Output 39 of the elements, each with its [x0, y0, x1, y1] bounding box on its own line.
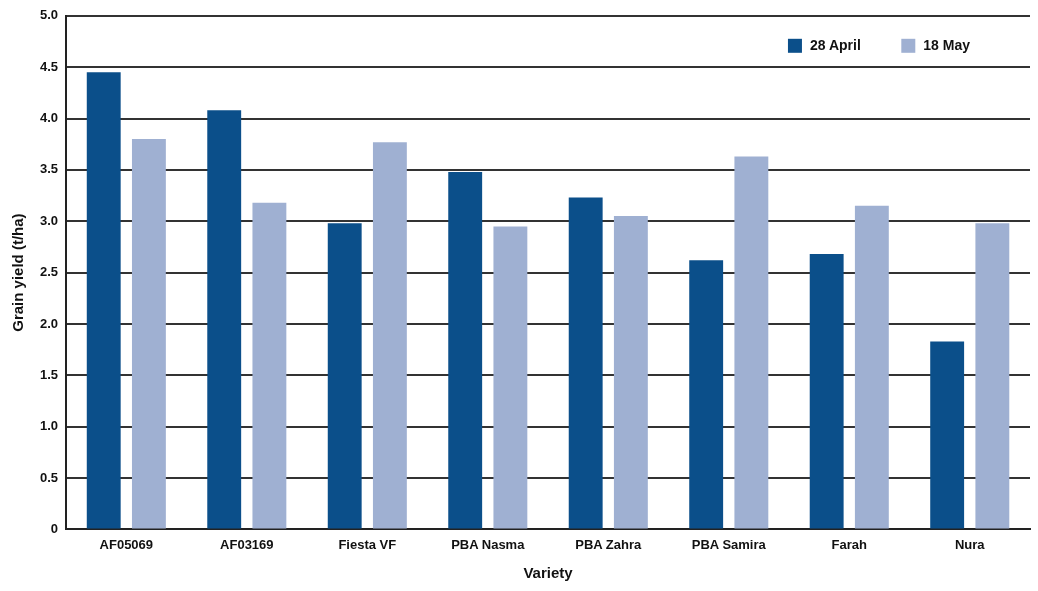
y-axis-title: Grain yield (t/ha) [9, 213, 27, 332]
y-tick-label: 0.5 [39, 469, 59, 485]
y-tick-label: 1.5 [39, 366, 59, 382]
bar [327, 223, 362, 529]
legend-label: 28 April [809, 36, 861, 53]
y-tick-label: 2.5 [39, 264, 59, 280]
bar [207, 110, 242, 529]
bar [975, 223, 1010, 529]
bar [372, 142, 407, 529]
bar [734, 156, 769, 529]
bar [809, 254, 844, 529]
bar [448, 171, 483, 529]
y-tick-label: 1.0 [39, 418, 59, 434]
x-tick-label: PBA Nasma [451, 536, 526, 552]
bar [86, 72, 121, 529]
legend-label: 18 May [923, 36, 971, 53]
x-axis-title: Variety [523, 564, 574, 582]
bar [930, 341, 965, 529]
bar [131, 139, 166, 529]
bar [252, 202, 287, 529]
y-tick-label: 2.0 [39, 315, 59, 331]
x-tick-label: PBA Zahra [575, 536, 643, 552]
bar [613, 216, 648, 529]
x-tick-label: Farah [831, 536, 868, 552]
bar [493, 226, 528, 529]
x-tick-label: Nura [954, 536, 986, 552]
y-tick-label: 4.0 [39, 110, 59, 126]
y-tick-label: 4.5 [39, 58, 59, 74]
bar [689, 260, 724, 529]
bar [854, 205, 889, 529]
x-tick-label: PBA Samira [691, 536, 767, 552]
y-tick-label: 3.0 [39, 212, 59, 228]
x-tick-label: AF05069 [99, 536, 154, 552]
y-tick-label: 0 [50, 520, 59, 536]
y-tick-label: 5.0 [39, 7, 59, 23]
x-tick-label: Fiesta VF [338, 536, 397, 552]
bar [568, 197, 603, 529]
x-tick-label: AF03169 [220, 536, 274, 552]
y-tick-label: 3.5 [39, 161, 59, 177]
